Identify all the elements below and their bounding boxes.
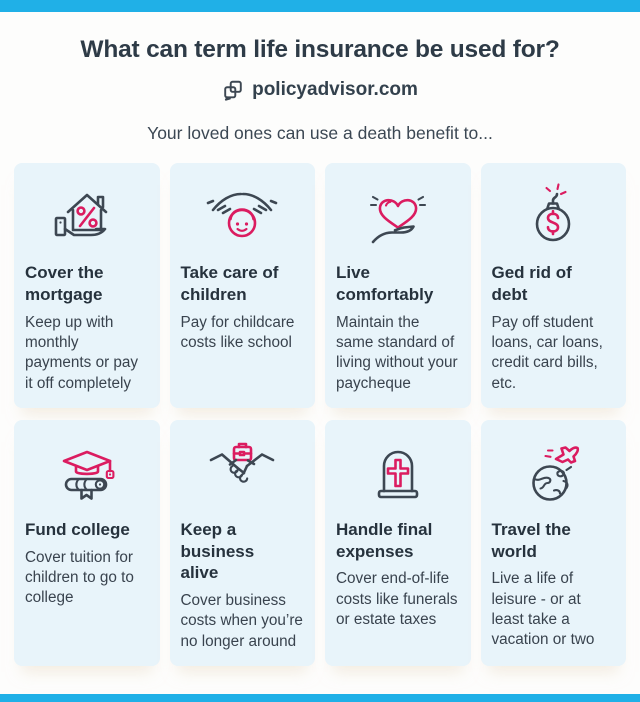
hands-sheltering-child-icon (181, 176, 305, 254)
heart-in-hand-icon (336, 176, 460, 254)
card-description: Maintain the same standard of living wit… (336, 313, 458, 392)
top-accent-bar (0, 0, 640, 12)
tombstone-cross-icon (336, 433, 460, 511)
card-description: Pay for childcare costs like school (180, 313, 295, 351)
card-get-rid-of-debt: Ged rid of debt Pay off student loans, c… (480, 163, 626, 408)
card-title: Travel the world (491, 519, 571, 561)
brand: policyadvisor.com (0, 79, 640, 101)
card-cover-the-mortgage: Cover the mortgage Keep up with monthly … (14, 163, 160, 408)
globe-airplane-icon (492, 433, 616, 511)
card-title: Live comfortably (336, 263, 434, 304)
card-description: Cover business costs when you’re no long… (180, 592, 303, 650)
card-travel-the-world: Travel the world Live a life of leisure … (480, 419, 626, 667)
card-title: Handle final expenses (336, 519, 433, 561)
house-percent-in-hand-icon (25, 176, 149, 254)
card-title: Keep a business alive (180, 519, 255, 583)
card-handle-final-expenses: Handle final expenses Cover end-of-life … (325, 419, 471, 667)
handshake-briefcase-icon (181, 433, 305, 511)
subtitle: Your loved ones can use a death benefit … (147, 123, 493, 143)
card-keep-a-business-alive: Keep a business alive Cover business cos… (169, 419, 315, 667)
card-title: Take care of children (180, 263, 279, 304)
debt-bomb-dollar-icon (492, 176, 616, 254)
card-fund-college: Fund college Cover tuition for children … (14, 419, 160, 667)
page-title: What can term life insurance be used for… (80, 36, 560, 63)
card-description: Cover end-of-life costs like funerals or… (336, 570, 458, 629)
brand-name: policyadvisor.com (252, 79, 418, 100)
card-title: Ged rid of debt (491, 263, 572, 304)
card-description: Cover tuition for children to go to coll… (25, 548, 134, 607)
card-description: Pay off student loans, car loans, credit… (491, 313, 603, 392)
policyadvisor-logo-icon (222, 79, 244, 101)
card-take-care-of-children: Take care of children Pay for childcare … (169, 163, 315, 408)
card-title: Fund college (25, 519, 130, 539)
bottom-accent-bar (0, 694, 640, 702)
card-description: Keep up with monthly payments or pay it … (25, 313, 139, 392)
card-grid: Cover the mortgage Keep up with monthly … (14, 163, 626, 667)
card-title: Cover the mortgage (25, 263, 104, 304)
card-description: Live a life of leisure - or at least tak… (491, 570, 595, 649)
graduation-cap-diploma-icon (25, 433, 149, 511)
card-live-comfortably: Live comfortably Maintain the same stand… (325, 163, 471, 408)
